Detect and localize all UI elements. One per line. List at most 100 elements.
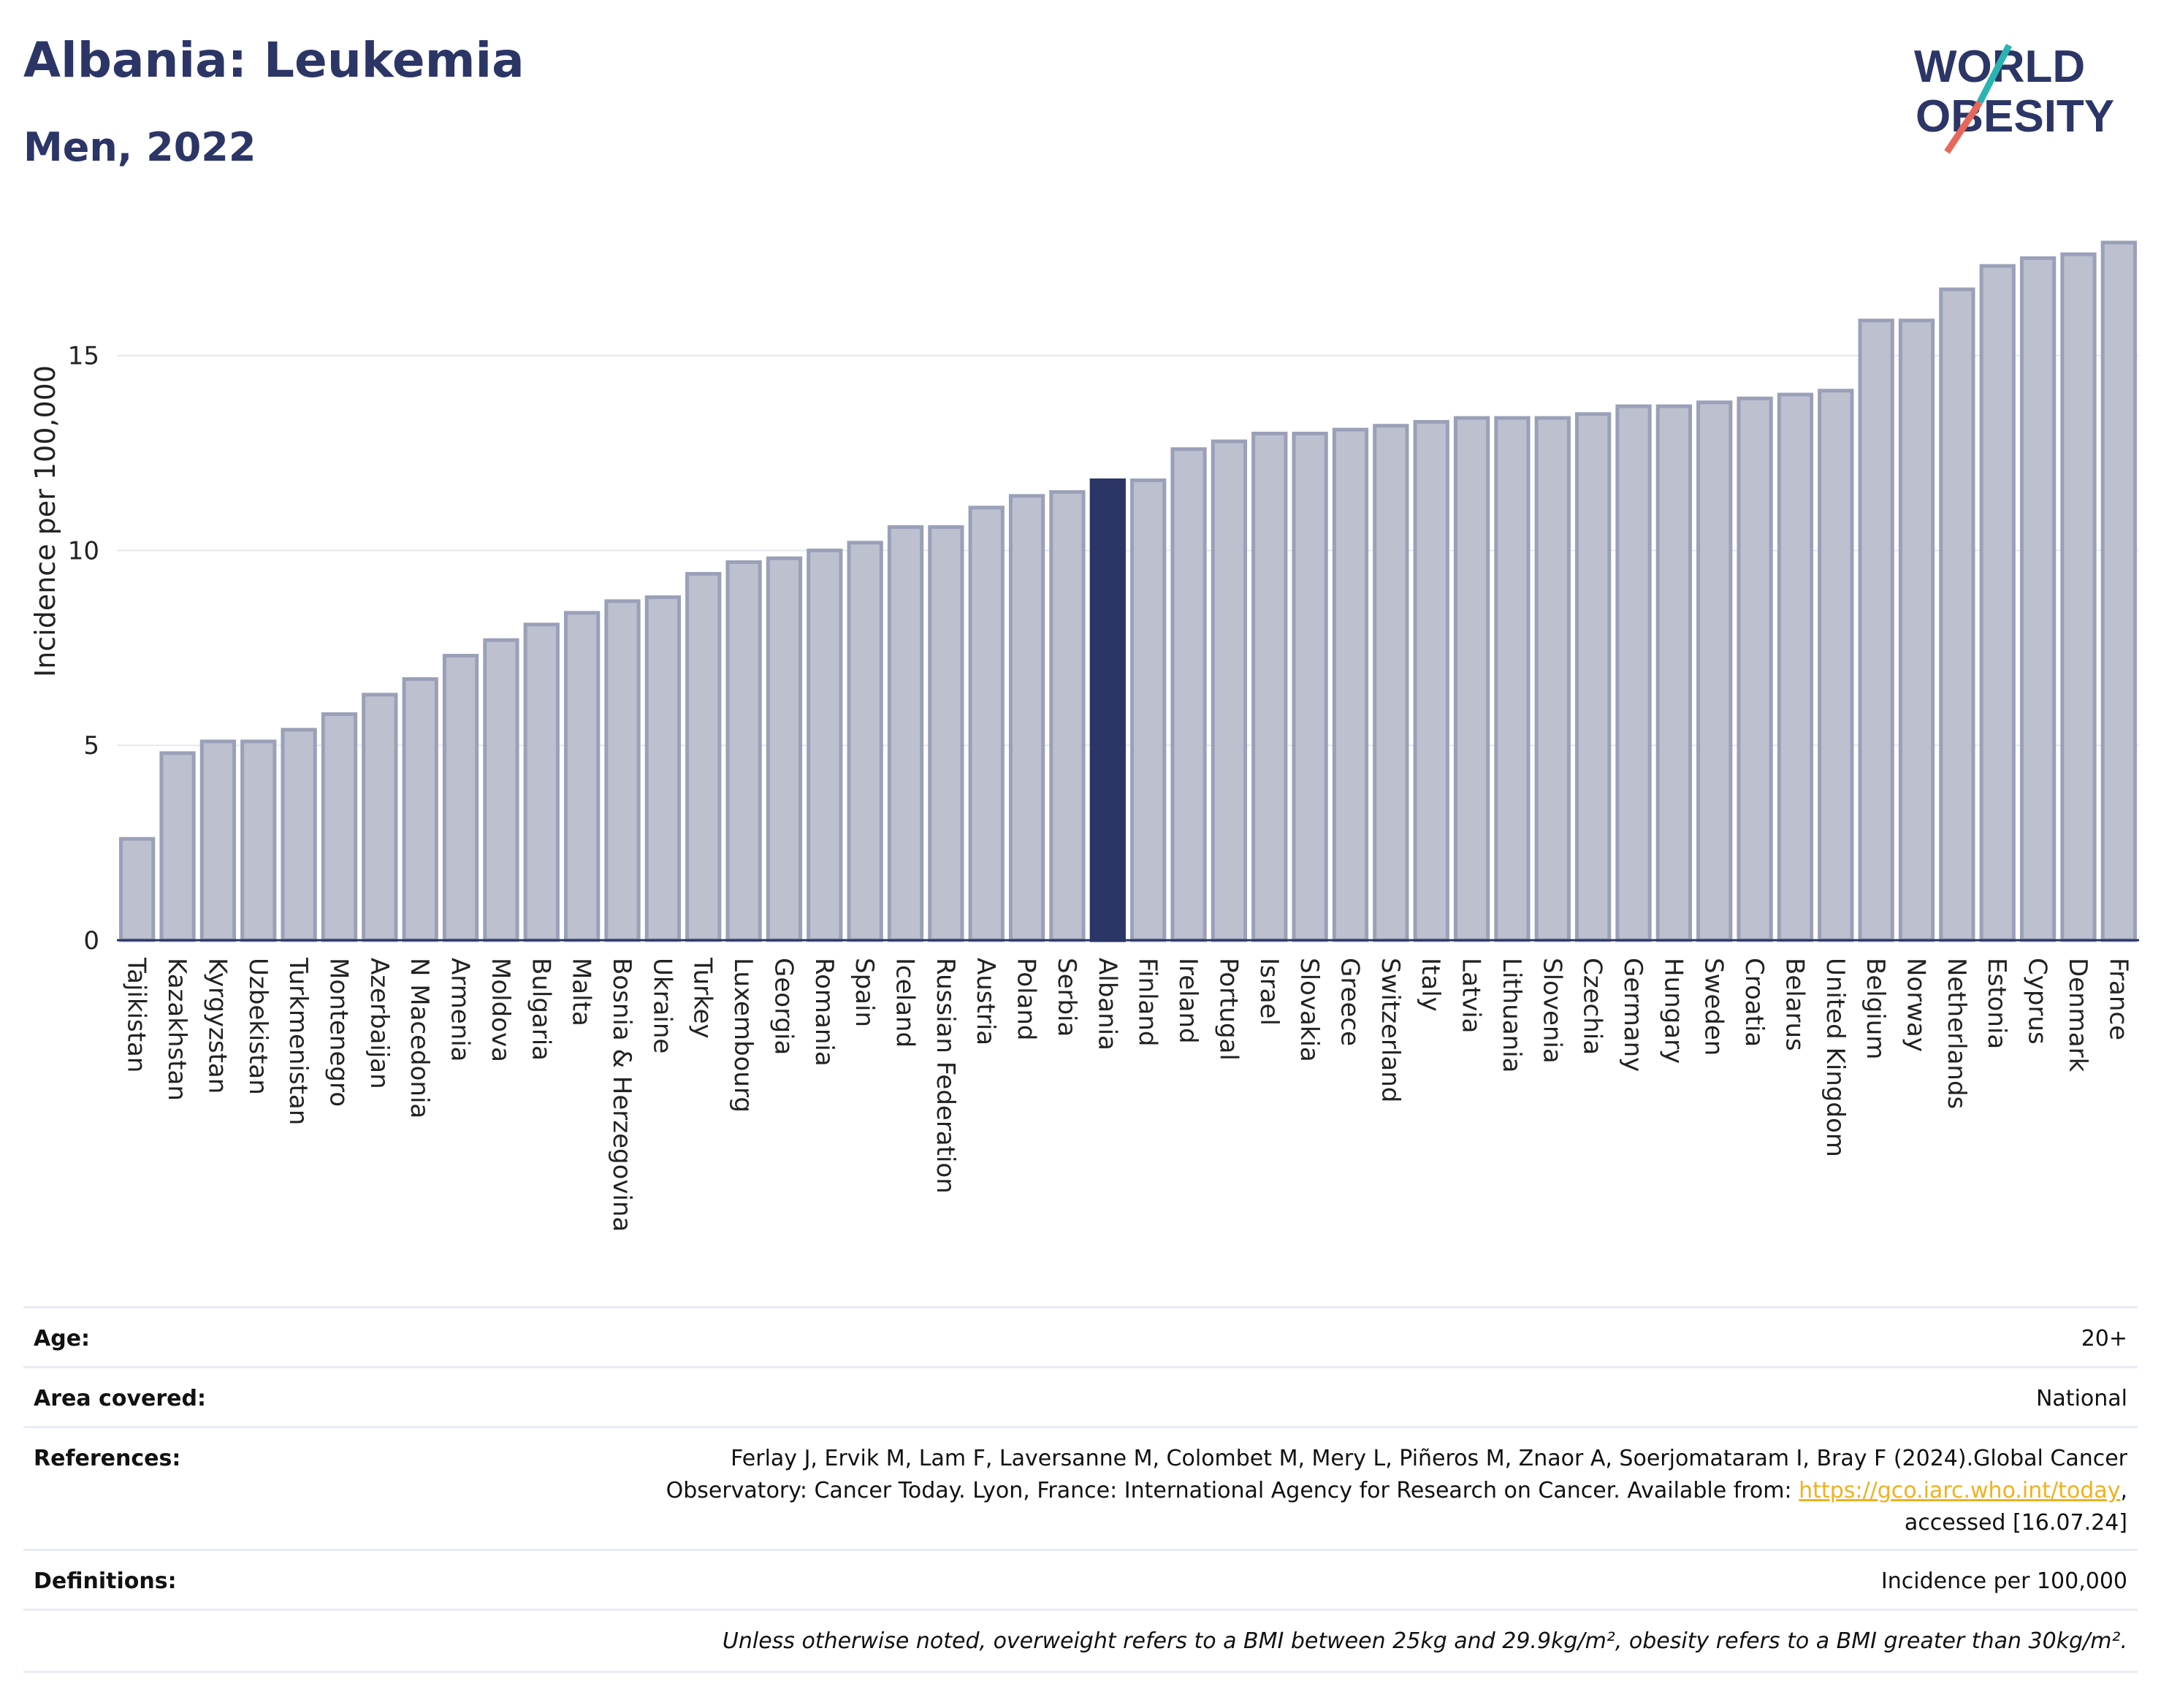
- world-obesity-logo: WORLD OBESITY: [1914, 42, 2114, 154]
- x-tick-label: Armenia: [446, 958, 475, 1062]
- references-line2: Observatory: Cancer Today. Lyon, France:…: [666, 1475, 2127, 1507]
- bar-kyrgyzstan: [199, 739, 237, 942]
- bar-uzbekistan: [240, 739, 277, 942]
- x-tick-label: Kyrgyzstan: [202, 958, 232, 1094]
- x-tick-label: Turkey: [688, 957, 717, 1039]
- y-tick-label: 15: [68, 342, 99, 371]
- page-title: Albania: Leukemia: [23, 32, 525, 88]
- bar-tajikistan: [119, 836, 156, 942]
- age-value: 20+: [2081, 1326, 2127, 1351]
- age-row: Age: 20+: [23, 1306, 2138, 1368]
- references-row: References: Ferlay J, Ervik M, Lam F, La…: [23, 1426, 2138, 1551]
- definitions-label: Definitions:: [34, 1568, 177, 1594]
- x-tick-label: Slovakia: [1295, 958, 1324, 1062]
- bar-lithuania: [1494, 416, 1531, 942]
- bar-iceland: [887, 525, 924, 942]
- bar-netherlands: [1939, 287, 1975, 942]
- bar-armenia: [442, 654, 479, 942]
- x-tick-label: Belarus: [1780, 958, 1809, 1051]
- x-tick-label: Finland: [1133, 958, 1162, 1047]
- x-tick-label: Bosnia & Herzegovina: [607, 958, 636, 1232]
- x-tick-label: Czechia: [1578, 958, 1607, 1055]
- x-tick-label: Estonia: [1982, 958, 2011, 1049]
- area-value: National: [2035, 1386, 2127, 1411]
- bar-france: [2100, 240, 2137, 942]
- x-tick-label: Bulgaria: [526, 958, 555, 1061]
- x-tick-label: Switzerland: [1376, 958, 1405, 1102]
- bar-spain: [847, 541, 883, 942]
- bar-russian-federation: [928, 525, 964, 942]
- y-tick-label: 5: [83, 731, 99, 760]
- page-subtitle: Men, 2022: [23, 124, 256, 170]
- logo-line2: OBESITY: [1916, 91, 2114, 142]
- bar-israel: [1251, 431, 1288, 942]
- x-tick-label: Netherlands: [1942, 958, 1971, 1109]
- bar-slovenia: [1534, 416, 1571, 942]
- bar-n-macedonia: [402, 677, 438, 942]
- bar-czechia: [1574, 412, 1612, 942]
- x-tick-label: Portugal: [1213, 958, 1243, 1061]
- bar-kazakhstan: [159, 751, 196, 942]
- references-line2-text: Observatory: Cancer Today. Lyon, France:…: [666, 1478, 1799, 1503]
- bar-united-kingdom: [1818, 389, 1854, 942]
- x-tick-label: Norway: [1902, 958, 1931, 1052]
- bar-cyprus: [2019, 256, 2057, 942]
- x-tick-label: Italy: [1416, 958, 1445, 1012]
- bar-turkmenistan: [281, 728, 317, 942]
- bar-latvia: [1453, 416, 1490, 942]
- x-tick-label: Russian Federation: [931, 958, 960, 1194]
- x-tick-label: Slovenia: [1537, 958, 1566, 1064]
- x-tick-label: Ireland: [1173, 958, 1203, 1044]
- y-tick-label: 10: [68, 536, 99, 565]
- bar-poland: [1008, 494, 1045, 942]
- x-tick-label: N Macedonia: [405, 958, 434, 1118]
- x-tick-label: Greece: [1335, 958, 1364, 1046]
- bar-belgium: [1858, 319, 1894, 942]
- logo-slash-teal: [1976, 43, 2013, 104]
- references-line2-end: ,: [2120, 1478, 2127, 1503]
- x-tick-label: Albania: [1092, 958, 1121, 1051]
- bar-germany: [1615, 404, 1652, 942]
- references-label: References:: [34, 1446, 181, 1471]
- x-tick-label: Poland: [1012, 958, 1041, 1041]
- bar-turkey: [685, 571, 722, 942]
- x-tick-label: United Kingdom: [1821, 958, 1850, 1157]
- x-tick-label: Serbia: [1052, 958, 1081, 1037]
- x-tick-label: Georgia: [769, 958, 798, 1055]
- area-row: Area covered: National: [23, 1366, 2138, 1428]
- bar-sweden: [1696, 400, 1733, 942]
- bar-denmark: [2060, 252, 2097, 942]
- references-link[interactable]: https://gco.iarc.who.int/today: [1799, 1478, 2121, 1503]
- x-tick-label: Spain: [850, 958, 879, 1027]
- x-tick-label: Romania: [809, 958, 839, 1067]
- y-axis-label: Incidence per 100,000: [29, 365, 61, 677]
- x-tick-label: Ukraine: [647, 958, 676, 1053]
- x-tick-label: Azerbaijan: [365, 958, 394, 1089]
- bar-portugal: [1211, 439, 1248, 942]
- x-tick-label: Lithuania: [1497, 958, 1526, 1072]
- bar-bulgaria: [523, 622, 560, 942]
- references-value: Ferlay J, Ervik M, Lam F, Laversanne M, …: [666, 1443, 2127, 1539]
- x-tick-label: France: [2103, 958, 2133, 1040]
- note-row: Unless otherwise noted, overweight refer…: [23, 1609, 2138, 1673]
- definitions-value: Incidence per 100,000: [1880, 1568, 2127, 1594]
- bar-hungary: [1655, 404, 1693, 942]
- area-label: Area covered:: [34, 1386, 206, 1411]
- bar-montenegro: [321, 712, 358, 942]
- logo-slash-coral: [1944, 100, 1983, 154]
- x-tick-label: Moldova: [486, 958, 515, 1062]
- bar-belarus: [1777, 392, 1814, 942]
- x-tick-label: Israel: [1254, 958, 1284, 1026]
- x-tick-label: Belgium: [1861, 958, 1890, 1059]
- bar-ireland: [1170, 447, 1207, 942]
- x-tick-label: Latvia: [1457, 958, 1486, 1034]
- bmi-note: Unless otherwise noted, overweight refer…: [722, 1628, 2127, 1654]
- references-line3: accessed [16.07.24]: [1904, 1510, 2127, 1536]
- x-tick-label: Malta: [567, 958, 596, 1026]
- x-tick-label: Germany: [1618, 958, 1647, 1072]
- age-label: Age:: [34, 1326, 91, 1351]
- bar-bosnia-herzegovina: [604, 599, 641, 942]
- x-tick-label: Montenegro: [324, 958, 353, 1107]
- x-tick-label: Iceland: [891, 958, 920, 1048]
